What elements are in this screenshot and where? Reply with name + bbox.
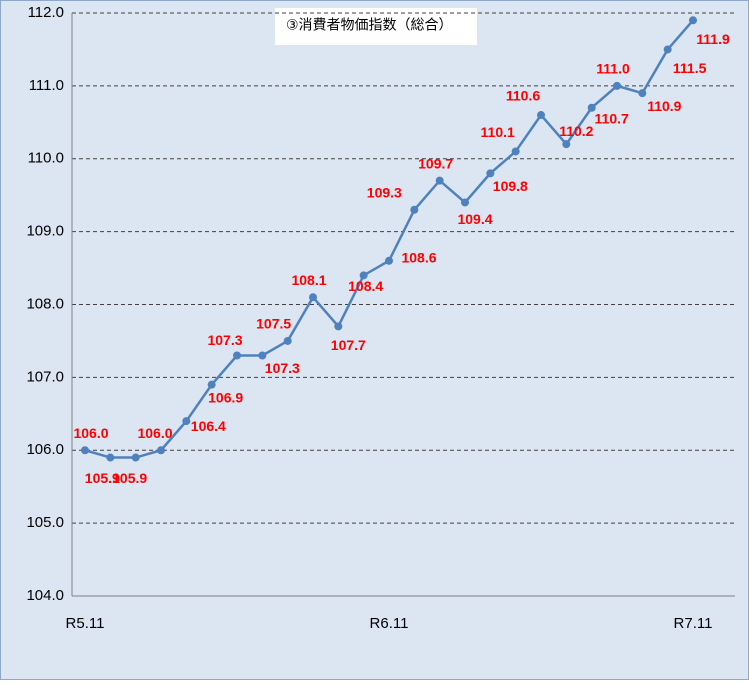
point [537,111,545,120]
y-tick-label: 106.0 [26,441,64,458]
y-tick-label: 112.0 [28,4,64,21]
y-tick-label: 105.0 [26,514,64,531]
value-label: 107.5 [256,316,291,332]
value-label: 106.0 [73,425,108,441]
y-tick-label: 111.0 [29,77,64,94]
value-label: 111.9 [696,31,730,47]
value-label: 108.4 [348,278,383,294]
point [157,446,165,455]
value-label: 109.4 [457,211,492,227]
value-label: 105.9 [85,470,120,486]
point [207,380,216,389]
point [81,446,89,455]
value-label: 110.2 [559,123,593,139]
value-label: 106.9 [208,389,243,405]
point [435,176,444,185]
value-label: 111.5 [673,60,707,76]
value-label: 107.3 [265,360,300,376]
value-label: 108.6 [401,249,436,265]
value-label: 108.1 [291,272,326,288]
y-tick-label: 104.0 [26,587,64,604]
value-label: 110.9 [647,98,681,114]
value-label: 109.8 [493,178,528,194]
y-tick-label: 108.0 [26,295,64,312]
value-label: 107.3 [207,332,242,348]
value-label: 110.7 [595,110,629,126]
y-tick-label: 109.0 [26,223,64,240]
point [613,81,621,90]
point [131,453,140,462]
point [410,205,419,214]
value-label: 107.7 [331,337,366,353]
point [334,322,343,331]
point [638,89,647,98]
value-label: 110.6 [506,88,540,104]
x-tick-label: R6.11 [370,615,409,632]
value-label: 110.1 [481,124,515,140]
value-label: 111.0 [596,61,630,77]
point [359,271,368,280]
y-tick-label: 110.0 [28,150,64,167]
point [106,453,115,462]
point [385,256,393,265]
chart-title: ③消費者物価指数（総合） [286,17,453,33]
point [562,140,571,149]
y-tick-label: 107.0 [26,368,64,385]
point [689,16,697,25]
point [663,45,672,54]
point [309,293,317,302]
point [587,103,596,112]
x-tick-label: R7.11 [674,615,713,632]
point [182,417,191,426]
value-label: 106.0 [137,425,172,441]
value-label: 105.9 [112,470,147,486]
point [511,147,520,156]
title-box [275,8,477,45]
value-label: 109.3 [367,184,402,200]
point [461,198,469,207]
x-tick-label: R5.11 [66,615,105,632]
value-label: 109.7 [418,155,453,171]
point [486,169,495,178]
value-label: 106.4 [191,418,226,434]
point [283,336,292,345]
point [233,351,241,360]
point [258,351,267,360]
